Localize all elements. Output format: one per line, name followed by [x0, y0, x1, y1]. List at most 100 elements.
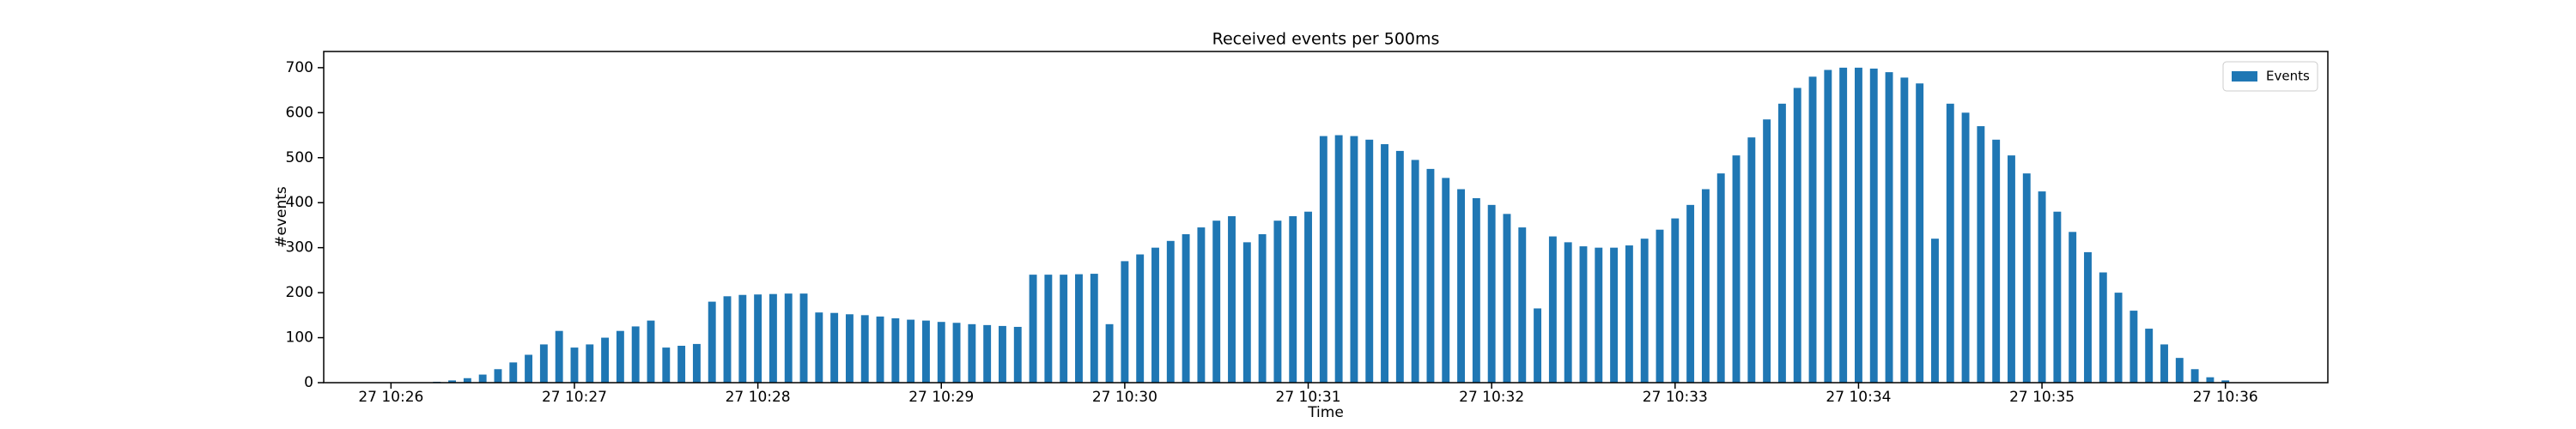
bar — [968, 323, 976, 383]
bar — [1304, 211, 1312, 383]
bar — [525, 354, 533, 383]
bar — [2145, 329, 2154, 383]
bar — [952, 323, 961, 383]
bar — [1885, 72, 1893, 383]
bar — [738, 294, 747, 383]
bar — [2069, 232, 2077, 383]
bar — [1640, 239, 1649, 383]
bar — [1151, 247, 1159, 383]
bar — [1487, 204, 1496, 383]
x-tick-label: 27 10:36 — [2193, 389, 2258, 406]
bar — [1365, 139, 1374, 384]
legend-label: Events — [2266, 69, 2310, 84]
bar — [860, 315, 869, 383]
bar — [1977, 126, 1985, 383]
bar — [631, 326, 640, 383]
y-tick-label: 300 — [286, 239, 313, 257]
bar — [983, 324, 992, 383]
bar — [1503, 214, 1511, 383]
y-tick-label: 0 — [304, 374, 313, 391]
y-tick-label: 700 — [286, 59, 313, 76]
bar — [1258, 233, 1267, 383]
x-tick-label: 27 10:26 — [358, 389, 423, 406]
bar — [1900, 77, 1909, 383]
bar — [1916, 83, 1924, 383]
bar — [1548, 236, 1557, 383]
bar — [1671, 218, 1680, 383]
x-tick-label: 27 10:29 — [908, 389, 974, 406]
bar — [1442, 178, 1450, 383]
legend-swatch — [2232, 71, 2257, 82]
y-tick-label: 100 — [286, 329, 313, 347]
bar — [1686, 204, 1695, 383]
bar — [937, 322, 945, 383]
bar — [1044, 275, 1053, 383]
bar — [555, 330, 563, 383]
plot-frame — [323, 51, 2329, 384]
bar — [2114, 293, 2123, 383]
bar — [1105, 323, 1114, 383]
bar — [1136, 254, 1145, 383]
bar — [2206, 377, 2215, 383]
bar — [570, 347, 579, 383]
y-tick-label: 600 — [286, 104, 313, 121]
bar — [1747, 137, 1756, 383]
bar — [769, 293, 777, 383]
x-tick-label: 27 10:28 — [726, 389, 791, 406]
bar — [921, 320, 930, 383]
bar — [494, 369, 502, 383]
bar — [616, 330, 624, 383]
bar — [1610, 247, 1619, 383]
bar — [830, 312, 839, 383]
x-tick-label: 27 10:31 — [1276, 389, 1341, 406]
bar — [1732, 155, 1741, 383]
bar — [677, 345, 686, 383]
bar — [1350, 136, 1358, 383]
x-tick-label: 27 10:33 — [1643, 389, 1708, 406]
y-tick-label: 200 — [286, 284, 313, 301]
bar — [662, 347, 671, 383]
x-tick-label: 27 10:27 — [542, 389, 607, 406]
bar — [539, 344, 548, 383]
bar — [1595, 247, 1603, 383]
bar — [1013, 326, 1022, 383]
bar — [1625, 245, 1633, 383]
bar — [1381, 144, 1388, 384]
bar — [1656, 229, 1664, 383]
bar — [815, 312, 823, 383]
bar — [708, 301, 716, 383]
bar — [1854, 67, 1862, 383]
bar — [647, 320, 655, 383]
x-tick-label: 27 10:34 — [1826, 389, 1891, 406]
bar — [907, 319, 915, 383]
bar — [784, 293, 793, 383]
bar — [1029, 275, 1037, 383]
bar — [478, 374, 487, 383]
bar — [1289, 215, 1297, 383]
x-tick-label: 27 10:35 — [2009, 389, 2075, 406]
chart-title: Received events per 500ms — [1212, 30, 1440, 49]
bar — [1777, 103, 1786, 383]
bar — [1075, 274, 1083, 383]
bar — [601, 337, 610, 383]
bar — [845, 314, 854, 383]
bar — [2129, 311, 2138, 383]
legend-box — [2222, 61, 2318, 92]
bar — [1212, 221, 1221, 383]
bar — [1121, 261, 1129, 383]
bar — [1931, 239, 1939, 383]
bar — [2160, 344, 2168, 383]
bar — [586, 344, 594, 383]
bar — [1518, 227, 1527, 383]
bar — [1961, 112, 1970, 383]
y-axis-label: #events — [273, 186, 290, 248]
bar — [1534, 308, 1542, 383]
bar — [1839, 67, 1848, 383]
bar — [509, 362, 518, 383]
bar — [1564, 242, 1572, 383]
x-tick-label: 27 10:30 — [1092, 389, 1157, 406]
bar — [2053, 211, 2062, 383]
bar — [876, 316, 884, 383]
bar — [723, 296, 732, 383]
